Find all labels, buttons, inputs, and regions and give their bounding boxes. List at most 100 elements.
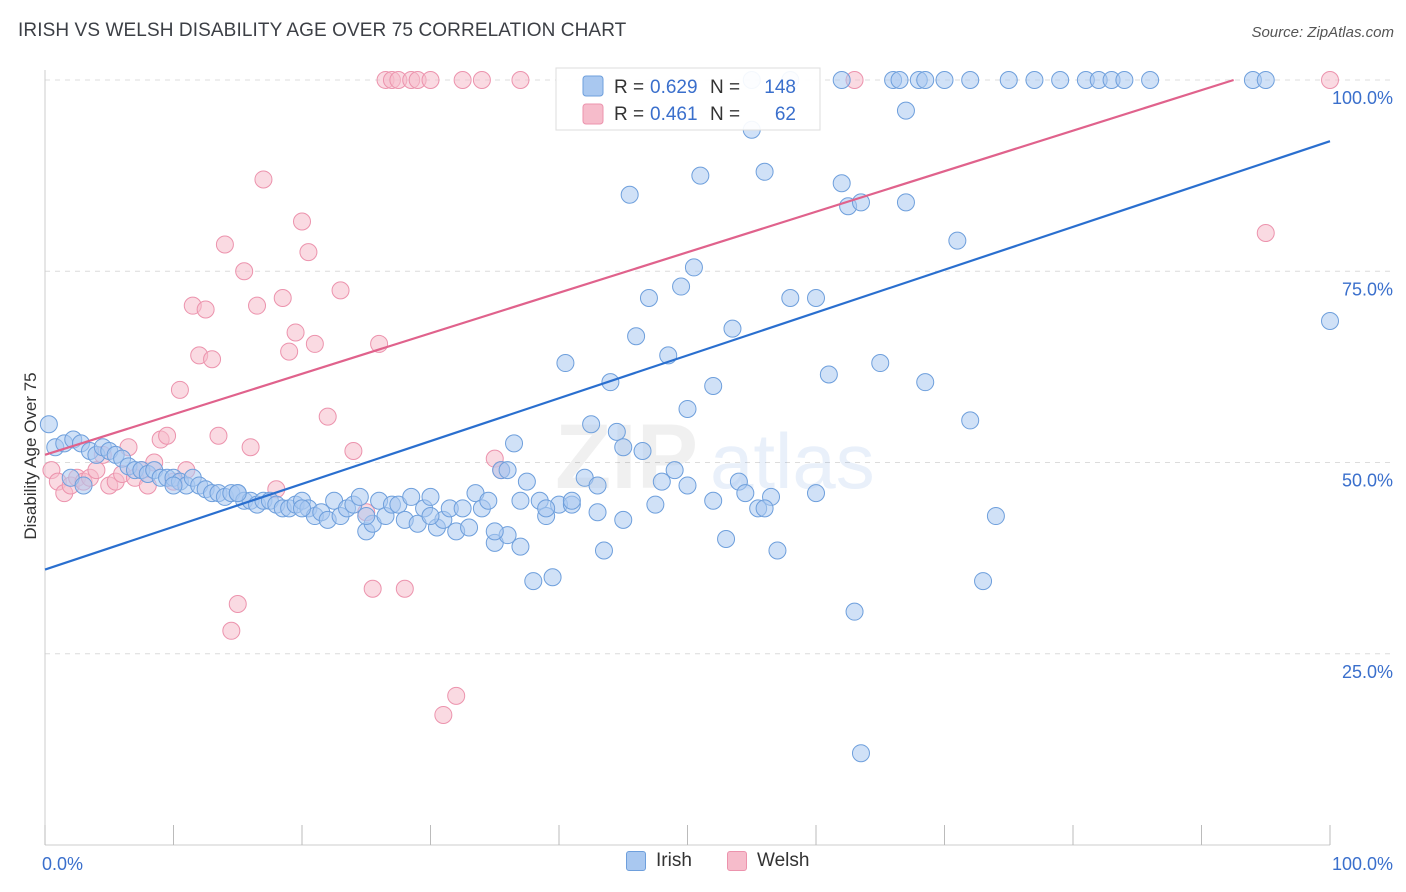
irish-point [646,495,665,514]
y-tick-label: 75.0% [1342,279,1393,299]
irish-point [588,503,607,522]
irish-point [871,354,890,373]
irish-point [717,530,736,548]
irish-point [896,101,915,120]
irish-point [614,510,633,529]
legend-irish-r-value: 0.629 [650,77,698,98]
welsh-point [235,262,254,281]
irish-point [948,231,967,250]
welsh-point [280,342,299,361]
irish-point [556,354,575,373]
axes [44,70,1331,846]
irish-point [421,487,440,506]
welsh-point [196,300,215,319]
welsh-point [293,212,311,231]
irish-point [517,472,536,491]
welsh-point [453,71,472,89]
irish-point [350,487,369,506]
irish-point [768,541,787,560]
bottom-legend: Irish Welsh [0,850,1406,880]
irish-point [633,442,652,461]
irish-point [511,537,530,556]
irish-point [511,491,530,510]
irish-point [639,289,658,308]
irish-point [916,373,935,392]
irish-point [421,507,440,526]
welsh-point [318,407,337,426]
legend-item-irish: Irish [626,850,692,872]
irish-point [594,541,613,560]
irish-point [1141,71,1160,89]
welsh-point [215,235,234,254]
irish-point [896,193,915,212]
welsh-point [472,71,491,89]
irish-point [832,71,851,89]
irish-point [999,71,1018,89]
legend-welsh-n-label: N = [710,104,740,125]
welsh-trend-line [44,78,1234,456]
irish-point [935,71,954,89]
irish-point [807,289,825,308]
irish-point [505,434,524,453]
y-axis-label: Disability Age Over 75 [21,372,40,539]
irish-point [819,365,838,384]
welsh-point [434,705,453,724]
irish-point [704,377,723,395]
irish-point [537,499,556,518]
irish-point [582,415,601,434]
welsh-point [363,579,382,598]
irish-point [691,166,710,185]
irish-points [39,71,1339,763]
welsh-point [286,323,305,342]
irish-point [781,289,800,308]
irish-point [652,472,671,491]
irish-point [1115,71,1134,89]
irish-point [845,602,864,621]
svg-text:R =: R = [614,77,644,98]
irish-point [890,71,909,89]
welsh-point [241,438,260,457]
legend-irish-r-label: R = [614,77,644,98]
legend-welsh-swatch [582,103,604,125]
irish-point [916,71,935,89]
tick-labels: 25.0% 50.0% 75.0% 100.0% 0.0% 100.0% [42,88,1393,874]
y-tick-label: 50.0% [1342,471,1393,491]
welsh-point [447,686,466,705]
irish-point [665,461,684,480]
welsh-point [305,334,324,353]
irish-point [961,71,980,89]
y-tick-label: 25.0% [1342,662,1393,682]
legend-irish-n-value: 148 [764,77,796,98]
welsh-points [42,71,1339,724]
irish-point [614,438,633,457]
welsh-point [209,426,228,445]
watermark-atlas: atlas [710,417,875,505]
welsh-point [395,579,414,598]
welsh-point [158,426,177,445]
irish-point [479,491,498,510]
irish-point [851,744,870,763]
welsh-point [222,621,241,640]
x-tick-label-min: 0.0% [42,854,83,874]
irish-point [453,499,472,518]
trend-lines [44,78,1331,571]
irish-point [293,499,311,518]
irish-point [678,476,697,495]
irish-point [807,484,825,503]
irish-point [543,568,562,587]
grid-lines [45,79,1395,655]
welsh-point [331,281,350,300]
irish-point [678,399,697,418]
irish-point [986,507,1005,526]
welsh-point [254,170,273,189]
irish-point [485,522,504,541]
irish-point [736,484,755,503]
irish-point [74,476,93,495]
welsh-swatch [727,851,747,871]
legend-irish-n-label: N = [710,77,740,98]
legend-welsh-n-value: 62 [775,104,796,125]
irish-point [562,491,581,510]
legend-irish-swatch [582,75,604,97]
irish-point [620,185,639,204]
legend-welsh-r-value: 0.461 [650,104,698,125]
